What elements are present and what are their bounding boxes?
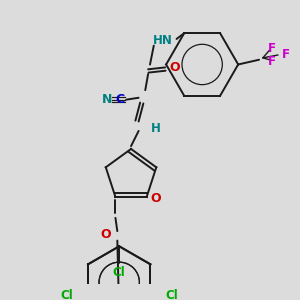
Text: F: F [282, 49, 290, 62]
Text: Cl: Cl [113, 266, 126, 279]
Text: C: C [115, 93, 124, 106]
Text: H: H [151, 122, 160, 135]
Text: O: O [151, 192, 161, 206]
Text: HN: HN [153, 34, 173, 47]
Text: F: F [268, 55, 276, 68]
Text: N: N [102, 93, 112, 106]
Text: O: O [169, 61, 180, 74]
Text: F: F [268, 42, 276, 55]
Text: Cl: Cl [61, 289, 74, 300]
Text: O: O [100, 228, 111, 242]
Text: Cl: Cl [165, 289, 178, 300]
